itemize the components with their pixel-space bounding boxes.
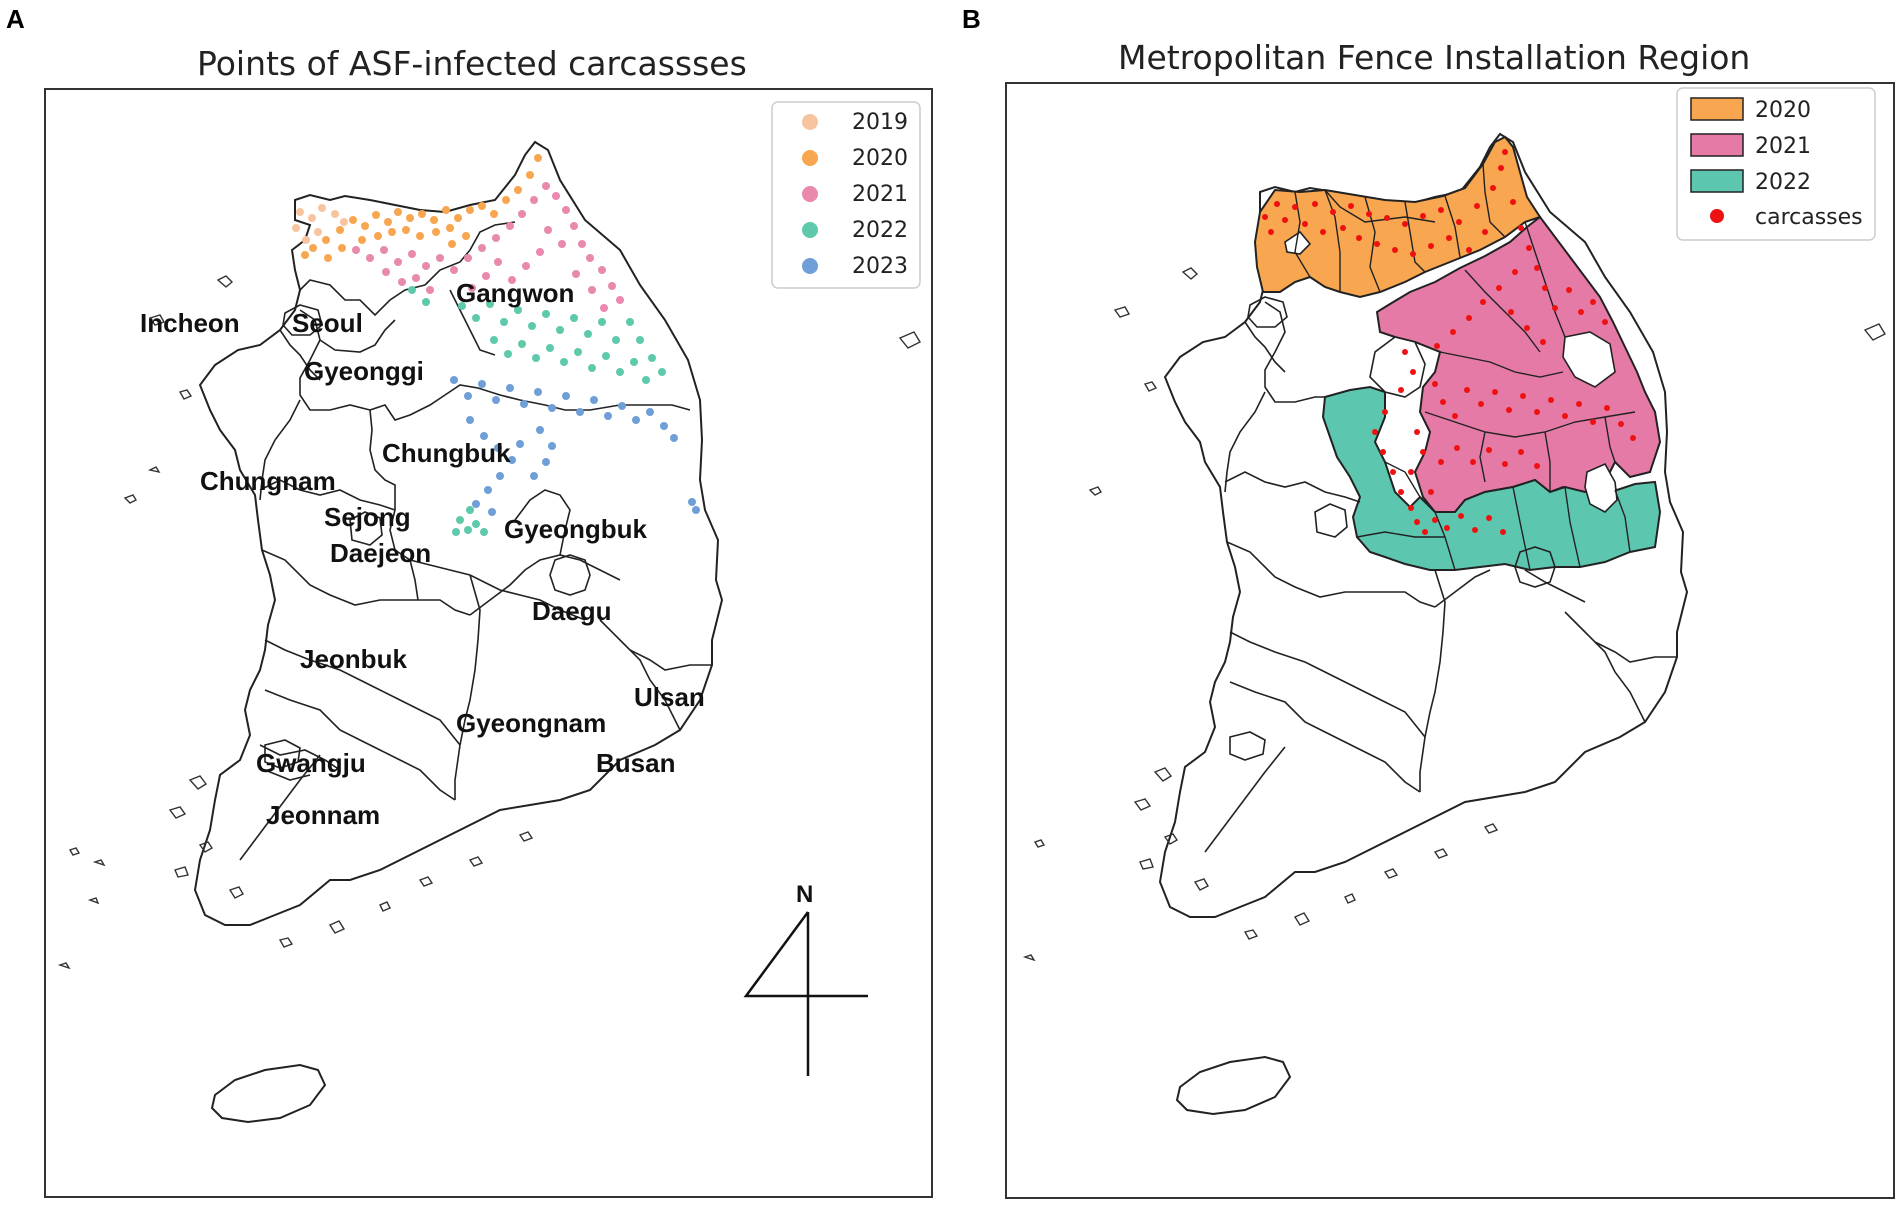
district-boundaries-b [1294,163,1636,571]
label-ulsan: Ulsan [634,682,705,712]
label-chungbuk: Chungbuk [382,438,511,468]
legend-b-item-2022: 2022 [1690,169,1811,195]
carcass-points-2020 [301,154,542,262]
islands-b [1022,267,1886,962]
panel-b-map: 2020 2021 2022 carcasses [1022,87,1886,1115]
north-arrow-label: N [796,881,813,908]
label-daejeon: Daejeon [330,538,431,568]
label-daegu: Daegu [532,596,611,626]
label-jeonbuk: Jeonbuk [300,644,407,674]
legend-a-item-2023: 2023 [802,254,908,279]
carcass-points-2019 [292,204,348,244]
label-busan: Busan [596,748,675,778]
svg-text:2021: 2021 [852,182,908,207]
label-chungnam: Chungnam [200,466,336,496]
province-boundaries-b [1204,301,1677,853]
svg-text:2020: 2020 [1755,98,1811,123]
region-labels-a: Incheon Seoul Gyeonggi Gangwon Chungbuk … [140,278,705,830]
label-jeonnam: Jeonnam [266,800,380,830]
carcass-points-2021 [352,182,624,312]
fence-region-2022 [1321,385,1662,572]
islands-a [57,275,921,970]
label-incheon: Incheon [140,308,240,338]
legend-a-item-2019: 2019 [802,110,908,135]
legend-a-item-2020: 2020 [802,146,908,171]
label-gyeonggi: Gyeonggi [304,356,424,386]
panel-a-title: Points of ASF-infected carcassses [197,44,747,83]
label-sejong: Sejong [324,502,411,532]
legend-a-item-2022: 2022 [802,218,908,243]
carcass-points-b [1262,149,1636,535]
carcass-points-2023 [450,376,700,516]
legend-b-item-2020: 2020 [1690,97,1811,123]
label-gangwon: Gangwon [456,278,574,308]
label-gyeongnam: Gyeongnam [456,708,606,738]
label-gwangju: Gwangju [256,748,366,778]
legend-a: 2019 2020 2021 2022 2023 [771,101,921,289]
legend-b-item-2021: 2021 [1690,133,1811,159]
svg-text:carcasses: carcasses [1755,205,1863,230]
north-arrow: N [743,881,868,1076]
panel-b-letter: B [962,4,981,34]
panel-b-title: Metropolitan Fence Installation Region [1118,38,1751,77]
svg-text:2020: 2020 [852,146,908,171]
legend-a-item-2021: 2021 [802,182,908,207]
svg-text:2023: 2023 [852,254,908,279]
svg-text:2019: 2019 [852,110,908,135]
svg-text:2022: 2022 [852,218,908,243]
legend-b: 2020 2021 2022 carcasses [1676,87,1876,241]
svg-text:2022: 2022 [1755,170,1811,195]
panel-a-map: Incheon Seoul Gyeonggi Gangwon Chungbuk … [57,101,921,1123]
label-seoul: Seoul [292,308,363,338]
legend-b-item-carcasses: carcasses [1710,205,1863,230]
svg-text:2021: 2021 [1755,134,1811,159]
panel-a-letter: A [6,4,25,34]
carcass-points-2022 [408,286,666,536]
label-gyeongbuk: Gyeongbuk [504,514,648,544]
